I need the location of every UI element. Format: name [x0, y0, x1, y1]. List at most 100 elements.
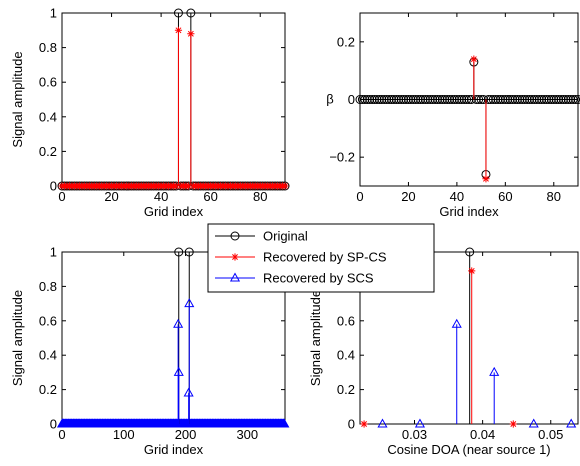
zero-marker-circle: [379, 95, 389, 104]
y-tick-label: −0.2: [329, 150, 355, 165]
x-tick-label: 60: [498, 189, 512, 204]
series-recovered-by-scs: [377, 318, 577, 428]
zero-marker-circle: [406, 95, 416, 104]
zero-marker-circle: [517, 95, 527, 104]
x-tick-label: 20: [401, 189, 415, 204]
zero-marker-circle: [512, 95, 522, 104]
zero-marker-circle: [382, 95, 392, 104]
y-tick-label: 0.8: [39, 40, 57, 55]
y-tick-label: 1: [50, 245, 57, 260]
legend-marker-circle: [230, 231, 240, 241]
zero-marker-circle: [391, 95, 401, 104]
zero-marker-circle: [435, 95, 445, 104]
y-tick-label: 0.2: [337, 34, 355, 49]
zero-marker-circle: [362, 95, 372, 104]
zero-marker-circle: [408, 95, 418, 104]
zero-marker-circle: [437, 95, 447, 104]
zero-marker-circle: [542, 95, 552, 104]
zero-marker-circle: [488, 95, 498, 104]
x-tick-label: 0.04: [470, 427, 495, 442]
y-axis-label: Signal amplitude: [308, 290, 323, 386]
zero-marker-circle: [534, 95, 544, 104]
zero-marker-circle: [479, 95, 489, 104]
stem-marker-star: [482, 175, 490, 183]
zero-marker-circle: [440, 95, 450, 104]
series-recovered-by-scs: [173, 298, 195, 424]
legend-entry: Original: [215, 229, 308, 244]
chart-panel-top-right: 0 20 40 60 80 −0.2 0 0.2 Grid index β: [326, 12, 580, 219]
y-axis-label: Signal amplitude: [10, 51, 25, 147]
zero-marker-circle: [466, 95, 476, 104]
zero-marker-circle: [411, 95, 421, 104]
stem-marker-triangle: [173, 318, 184, 328]
y-tick-label: 0.6: [39, 313, 57, 328]
zero-marker-circle: [384, 95, 394, 104]
legend: Original Recovered by SP-CS Recovered by S…: [207, 223, 435, 293]
legend-marker-triangle: [229, 272, 241, 282]
stem-marker-star: [174, 26, 183, 34]
zero-marker-circle: [483, 95, 493, 104]
chart-panel-top-left: 0 20 40 60 80 0 0.2 0.4 0.6 0.8 1 Grid index Signal …: [10, 6, 290, 219]
zero-marker-circle: [377, 95, 387, 104]
zero-marker-circle: [551, 95, 561, 104]
zero-marker-circle: [546, 95, 556, 104]
y-tick-label: 0.2: [39, 144, 57, 159]
zero-marker-circle: [372, 95, 382, 104]
zero-marker-circle: [495, 95, 505, 104]
stem-marker-star: [509, 420, 517, 428]
stem-marker-triangle: [566, 418, 577, 428]
legend-label: Original: [263, 229, 308, 244]
legend-label: Recovered by SCS: [263, 271, 374, 286]
zero-marker-circle: [367, 95, 377, 104]
zero-marker-circle: [449, 95, 459, 104]
stem-marker-triangle: [451, 318, 462, 328]
zero-marker-circle: [418, 95, 428, 104]
zero-marker-circle: [515, 95, 525, 104]
x-tick-label: 80: [253, 189, 267, 204]
stem-marker-triangle: [173, 366, 184, 376]
zero-marker-circle: [420, 95, 430, 104]
zero-marker-circle: [459, 95, 469, 104]
zero-marker-circle: [527, 95, 537, 104]
zero-markers: [57, 181, 290, 191]
zero-marker-circle: [493, 95, 503, 104]
stem-marker-circle: [186, 8, 196, 18]
zero-marker-circle: [360, 95, 370, 104]
zero-marker-circle: [568, 95, 578, 104]
zero-marker-circle: [544, 95, 554, 104]
zero-marker-circle: [471, 95, 481, 104]
zero-marker-circle: [529, 95, 539, 104]
zero-marker-circle: [365, 95, 375, 104]
x-tick-label: 200: [175, 427, 197, 442]
x-axis-label: Grid index: [144, 204, 204, 219]
zero-marker-circle: [500, 95, 510, 104]
zero-markers: [56, 418, 290, 428]
zero-marker-circle: [445, 95, 455, 104]
zero-marker-circle: [491, 95, 501, 104]
series-recovered-by-sp-cs: [360, 267, 517, 428]
stem-marker-triangle: [183, 387, 194, 397]
stem-marker-triangle: [377, 418, 388, 428]
x-tick-label: 40: [154, 189, 168, 204]
zero-marker-circle: [447, 95, 457, 104]
stem-marker-star: [468, 267, 476, 275]
zero-marker-circle: [558, 95, 568, 104]
zero-marker-circle: [520, 95, 530, 104]
zero-marker-circle: [403, 95, 413, 104]
x-axis-label: Cosine DOA (near source 1): [387, 442, 550, 457]
series-recovered-by-sp-cs: [174, 26, 195, 186]
stem-marker-triangle: [528, 418, 539, 428]
y-tick-label: 0: [348, 417, 355, 432]
legend-marker-star: [231, 253, 239, 261]
zero-marker-circle: [355, 95, 365, 104]
zero-marker-circle: [566, 95, 576, 104]
zero-marker-circle: [549, 95, 559, 104]
stem-marker-triangle: [184, 298, 195, 308]
x-tick-label: 80: [547, 189, 561, 204]
zero-marker-circle: [389, 95, 399, 104]
zero-marker-circle: [476, 95, 486, 104]
zero-marker-circle: [573, 95, 580, 104]
legend-entry: Recovered by SCS: [215, 271, 374, 286]
stem-marker-circle: [174, 247, 184, 257]
x-tick-label: 0: [58, 427, 65, 442]
